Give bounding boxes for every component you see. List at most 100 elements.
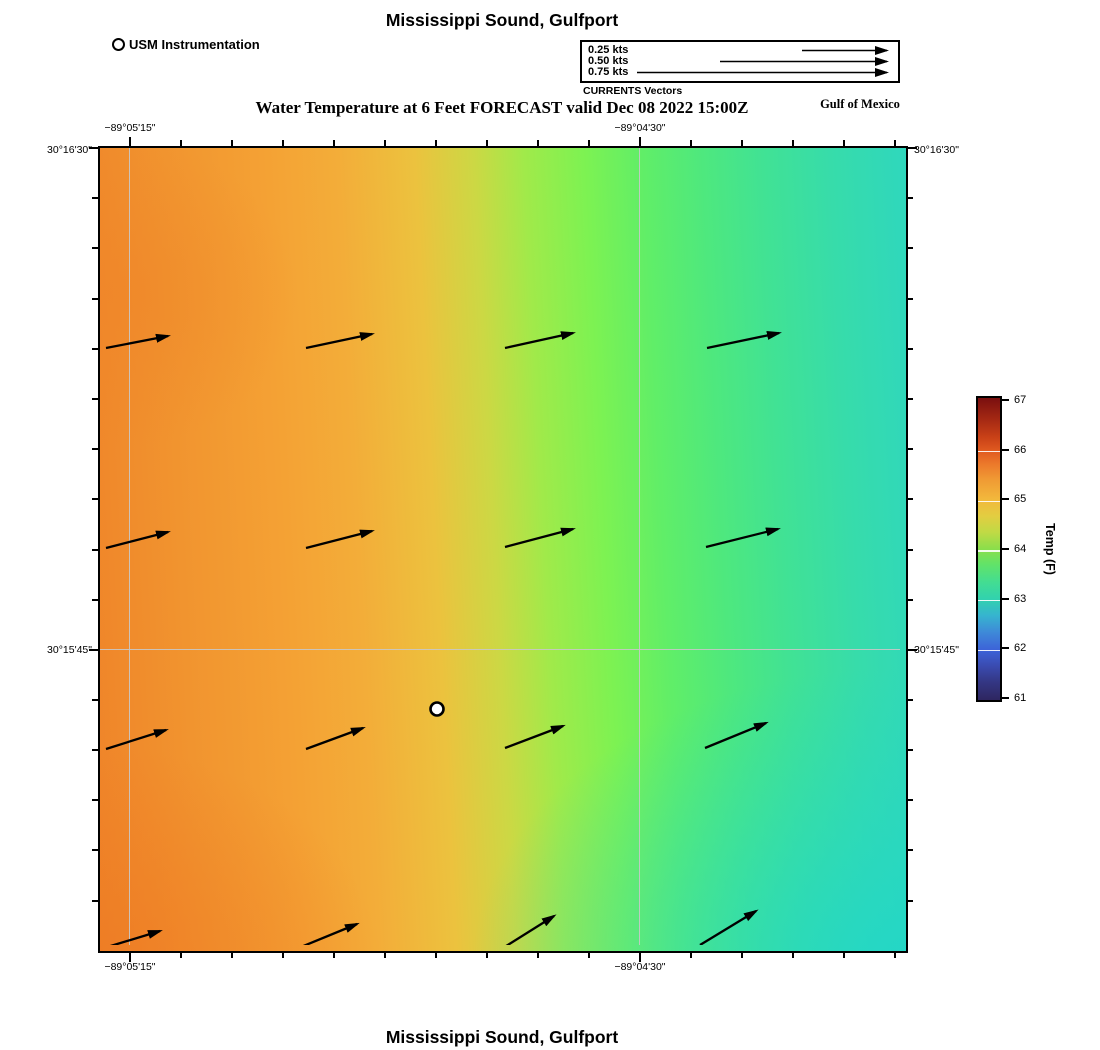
axis-tick [282,140,284,146]
colorbar-gridline [978,450,1000,453]
axis-tick [435,952,437,958]
axis-tick [92,849,98,851]
axis-tick [588,140,590,146]
axis-tick [907,749,913,751]
colorbar-tick-label: 62 [1014,642,1027,655]
axis-tick [92,549,98,551]
current-vector-arrow [302,922,360,945]
axis-tick [907,448,913,450]
axis-tick [180,140,182,146]
colorbar-tick-label: 63 [1014,592,1027,605]
axis-tick [907,147,917,149]
axis-tick [88,147,98,149]
current-vector-arrow [109,929,163,945]
axis-tick [907,599,913,601]
currents-vectors-caption: CURRENTS Vectors [583,85,683,97]
axis-tick [907,398,913,400]
axis-tick [92,900,98,902]
temperature-colorbar [976,396,1002,702]
axis-tick [690,952,692,958]
axis-tick [907,549,913,551]
colorbar-tick [1002,597,1009,600]
legend-speed-label: 0.50 kts [588,55,629,67]
colorbar-tick-label: 67 [1014,394,1027,406]
current-vector-arrow [504,527,576,548]
axis-tick [741,140,743,146]
instrument-legend-label: USM Instrumentation [129,36,260,52]
axis-tick [384,140,386,146]
current-speed-legend: 0.25 kts 0.50 kts 0.75 kts [580,40,900,83]
current-vector-arrow [105,530,171,549]
current-vectors-layer [105,330,782,945]
axis-tick [907,699,913,701]
colorbar-tick [1002,697,1009,699]
axis-tick [690,140,692,146]
axis-tick [907,799,913,801]
axis-tick [907,900,913,902]
axis-tick [92,749,98,751]
y-tick-label-left: 30°15'45" [47,644,92,656]
axis-tick [92,498,98,500]
colorbar-tick-label: 64 [1014,543,1027,555]
axis-tick [537,952,539,958]
colorbar-tick-label: 65 [1014,493,1027,506]
axis-tick [894,952,896,958]
forecast-subtitle: Water Temperature at 6 Feet FORECAST val… [255,98,749,117]
axis-tick [894,140,896,146]
current-vector-arrow [305,726,366,750]
axis-tick [92,348,98,350]
current-vectors [105,330,782,945]
colorbar-gridline [978,599,1000,602]
current-vector-arrow [105,333,171,349]
axis-tick [129,136,131,146]
colorbar-tick-label: 61 [1014,692,1027,705]
x-tick-label-bottom: −89°04'30" [614,961,666,973]
axis-tick [333,952,335,958]
y-tick-label-left: 30°16'30" [47,144,92,156]
legend-speed-label: 0.75 kts [588,66,629,78]
axis-tick [792,140,794,146]
axis-tick [282,952,284,958]
axis-tick [639,952,641,962]
colorbar-gridline [978,649,1000,652]
colorbar-tick [1002,647,1009,650]
axis-tick [537,140,539,146]
station-circle-icon [112,37,125,51]
colorbar-tick [1002,448,1009,451]
colorbar-tick [1002,399,1009,401]
colorbar-gridline [978,550,1000,552]
axis-tick [92,398,98,400]
axis-tick [129,952,131,962]
colorbar-title: Temp (F) [1043,523,1057,575]
current-vector-arrow [305,529,375,549]
axis-tick [792,952,794,958]
current-vector-arrow [698,908,759,945]
axis-tick [231,140,233,146]
axis-tick [180,952,182,958]
axis-tick [231,952,233,958]
current-vector-arrow [706,330,782,349]
axis-tick [907,649,917,651]
axis-tick [92,448,98,450]
axis-tick [92,599,98,601]
x-tick-label-top: −89°05'15" [104,122,156,134]
legend-arrows [637,46,889,77]
axis-tick [907,298,913,300]
current-vector-arrow [505,913,557,945]
gridline-vertical [638,147,641,945]
axis-tick [907,348,913,350]
axis-tick [88,649,98,651]
x-tick-label-bottom: −89°05'15" [104,961,156,973]
axis-tick [588,952,590,958]
axis-tick [907,197,913,199]
axis-tick [843,952,845,958]
axis-tick [333,140,335,146]
axis-tick [92,247,98,249]
axis-tick [907,498,913,500]
axis-tick [92,197,98,199]
gulf-of-mexico-label: Gulf of Mexico [820,97,900,111]
axis-tick [384,952,386,958]
axis-tick [639,136,641,146]
legend-speed-label: 0.25 kts [588,44,629,56]
